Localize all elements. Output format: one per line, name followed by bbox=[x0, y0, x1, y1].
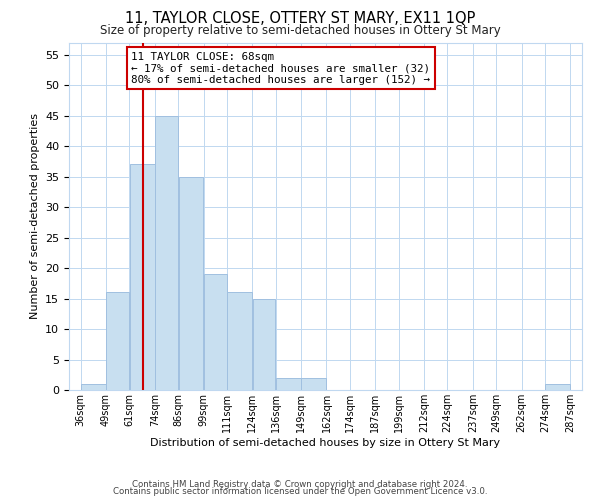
Bar bbox=[130, 164, 155, 390]
Bar bbox=[179, 176, 203, 390]
Text: Size of property relative to semi-detached houses in Ottery St Mary: Size of property relative to semi-detach… bbox=[100, 24, 500, 37]
Bar bbox=[106, 292, 129, 390]
Bar bbox=[545, 384, 570, 390]
Bar bbox=[155, 116, 178, 390]
Bar bbox=[81, 384, 106, 390]
Text: Contains HM Land Registry data © Crown copyright and database right 2024.: Contains HM Land Registry data © Crown c… bbox=[132, 480, 468, 489]
Bar bbox=[227, 292, 252, 390]
Text: Contains public sector information licensed under the Open Government Licence v3: Contains public sector information licen… bbox=[113, 487, 487, 496]
Bar bbox=[253, 298, 275, 390]
Text: 11, TAYLOR CLOSE, OTTERY ST MARY, EX11 1QP: 11, TAYLOR CLOSE, OTTERY ST MARY, EX11 1… bbox=[125, 11, 475, 26]
Bar bbox=[276, 378, 301, 390]
Text: 11 TAYLOR CLOSE: 68sqm
← 17% of semi-detached houses are smaller (32)
80% of sem: 11 TAYLOR CLOSE: 68sqm ← 17% of semi-det… bbox=[131, 52, 430, 85]
Bar bbox=[301, 378, 326, 390]
Y-axis label: Number of semi-detached properties: Number of semi-detached properties bbox=[29, 114, 40, 320]
X-axis label: Distribution of semi-detached houses by size in Ottery St Mary: Distribution of semi-detached houses by … bbox=[151, 438, 500, 448]
Bar bbox=[204, 274, 227, 390]
